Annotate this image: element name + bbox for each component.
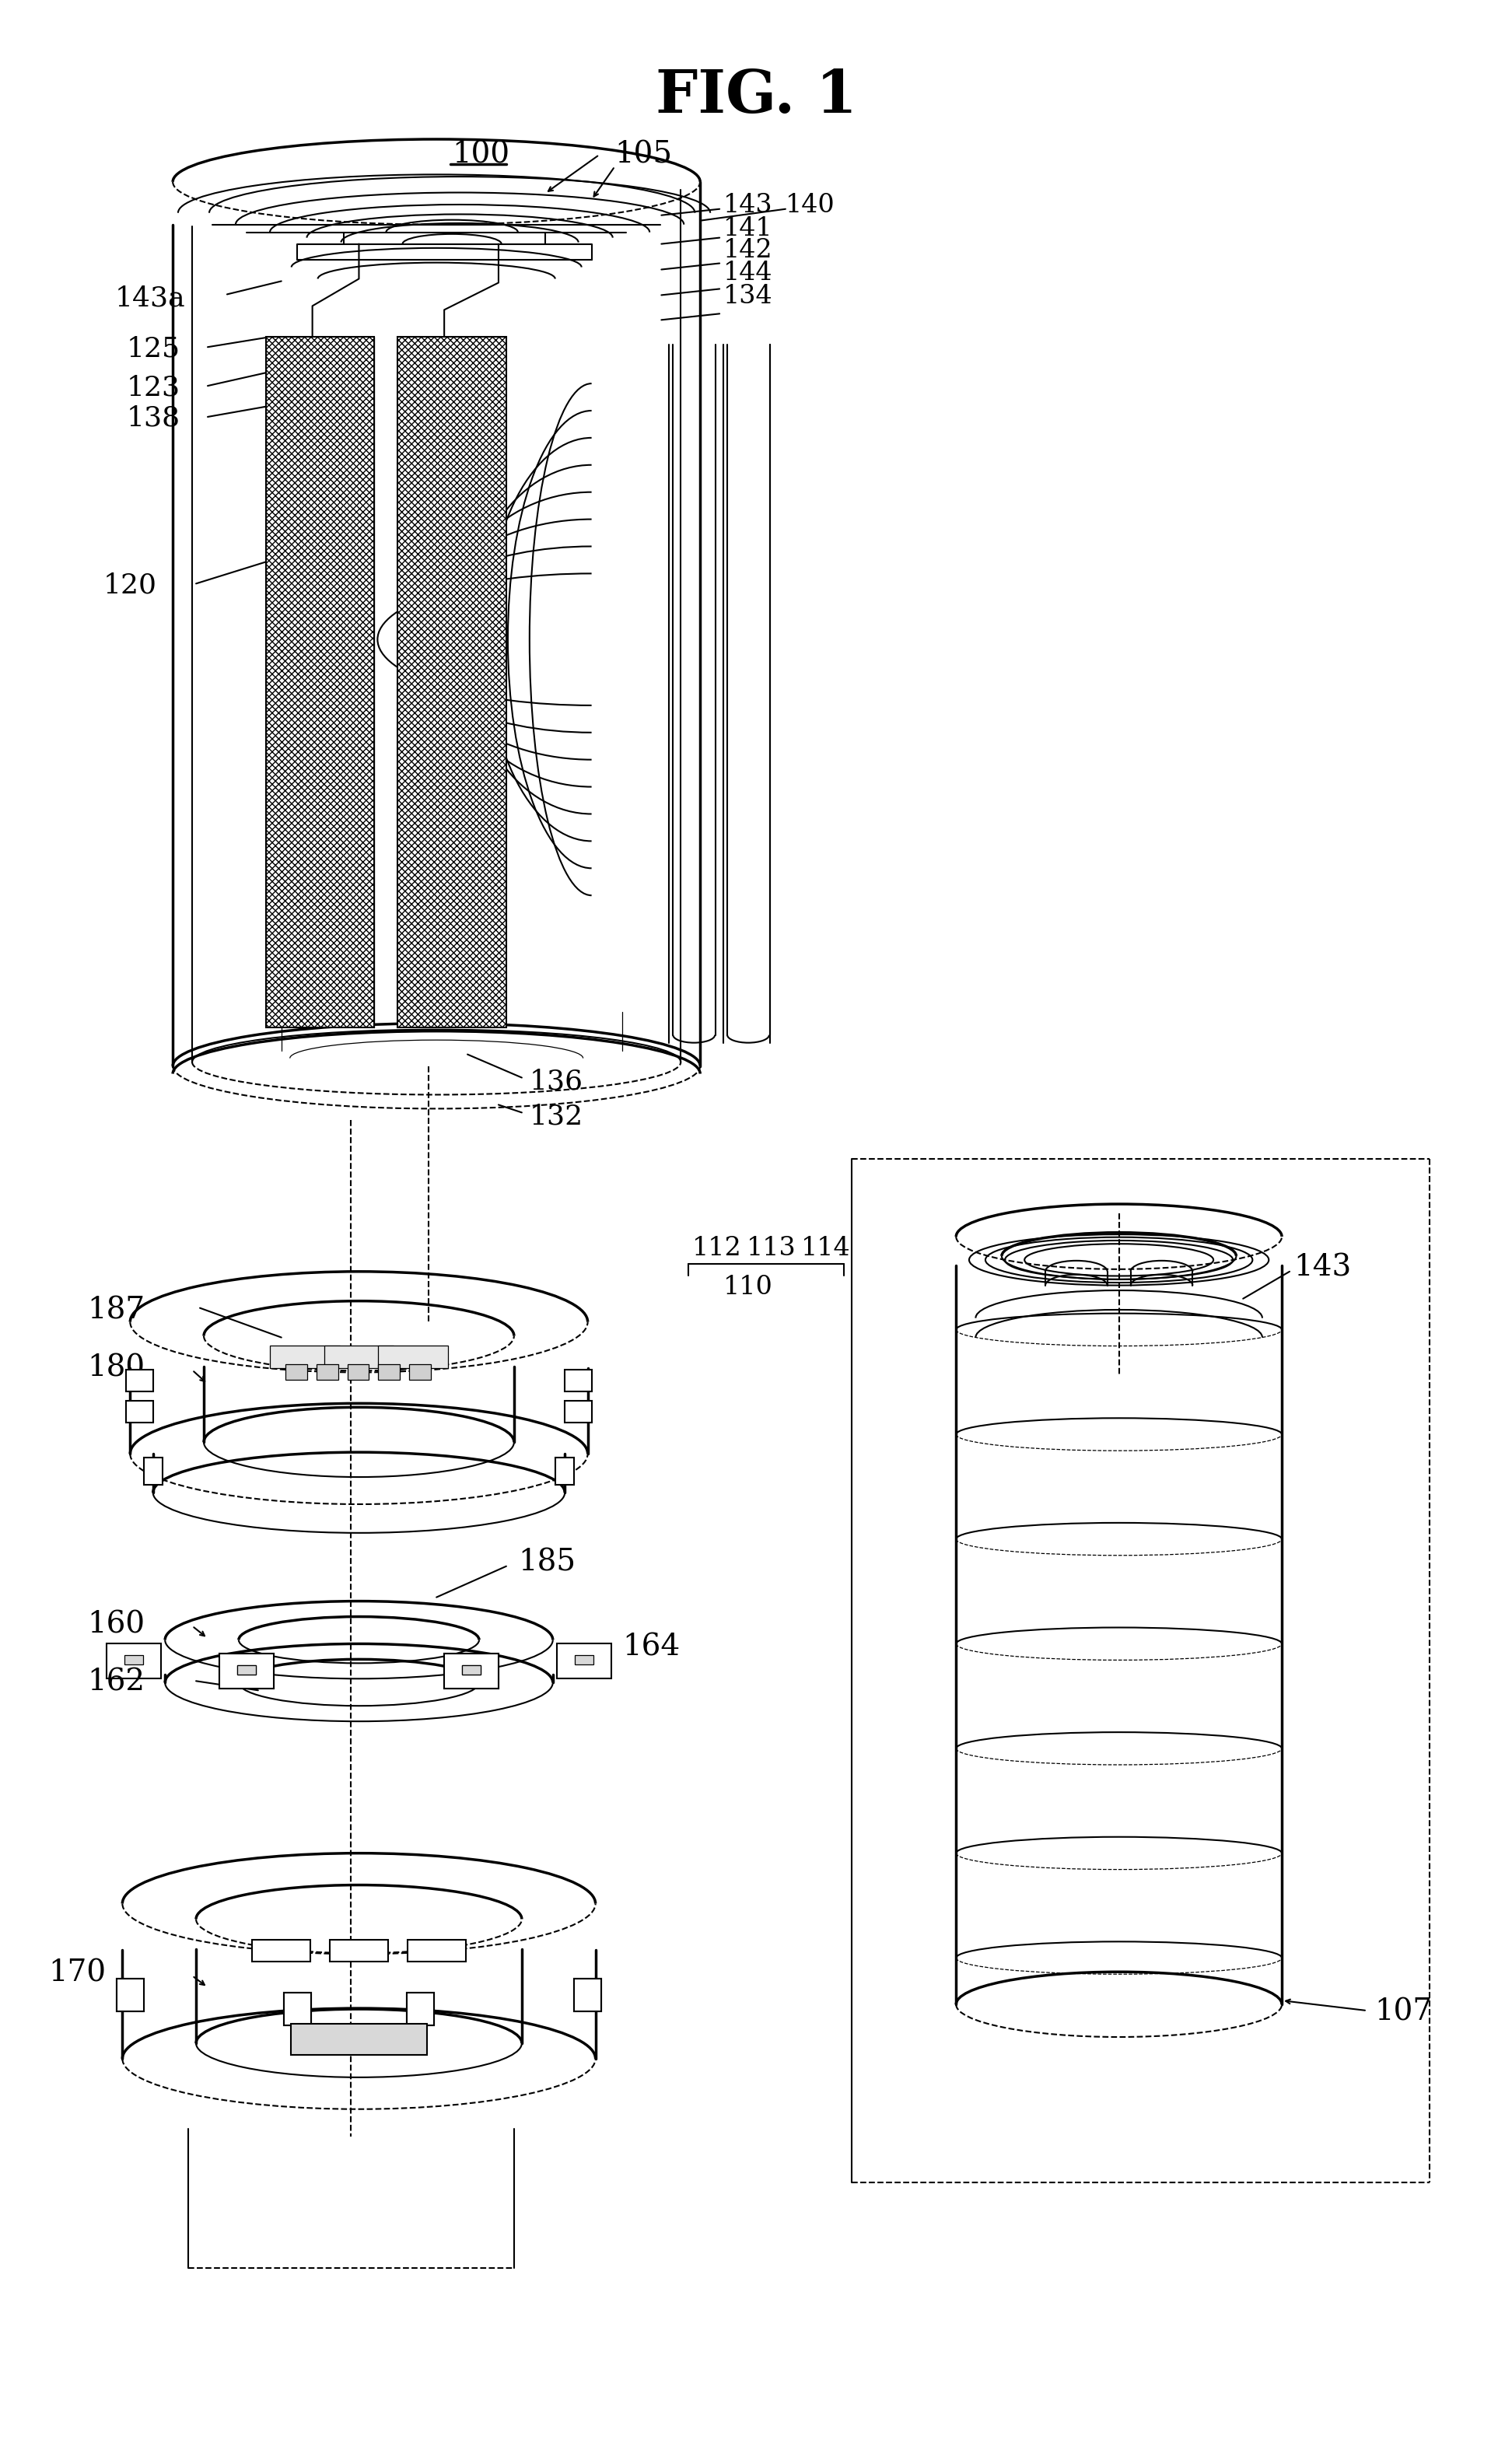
Bar bbox=[463, 1666, 481, 1676]
Bar bbox=[237, 1666, 256, 1676]
Bar bbox=[575, 1656, 593, 1664]
Text: 141: 141 bbox=[723, 215, 773, 242]
Bar bbox=[284, 1993, 311, 2025]
Text: 187: 187 bbox=[88, 1295, 145, 1324]
Bar bbox=[290, 2023, 426, 2055]
Text: 113: 113 bbox=[747, 1236, 797, 1261]
Bar bbox=[125, 1371, 153, 1393]
Text: 162: 162 bbox=[88, 1669, 145, 1698]
Bar bbox=[124, 1656, 144, 1664]
Text: 134: 134 bbox=[723, 283, 773, 310]
Text: 170: 170 bbox=[48, 1959, 106, 1989]
Bar bbox=[407, 1940, 466, 1962]
Bar bbox=[555, 1458, 575, 1485]
Bar bbox=[116, 1979, 144, 2011]
Bar bbox=[564, 1371, 591, 1393]
Text: 143: 143 bbox=[1293, 1253, 1352, 1283]
Bar bbox=[575, 1979, 600, 2011]
Bar bbox=[116, 1979, 144, 2011]
Bar bbox=[378, 1366, 401, 1380]
Text: 136: 136 bbox=[529, 1068, 584, 1094]
Bar bbox=[286, 1366, 307, 1380]
Bar bbox=[410, 1366, 431, 1380]
Text: 143a: 143a bbox=[115, 286, 184, 310]
Text: 107: 107 bbox=[1374, 1998, 1432, 2028]
Text: 143: 143 bbox=[723, 193, 773, 217]
Bar bbox=[407, 1993, 434, 2025]
Text: 140: 140 bbox=[785, 193, 835, 217]
Text: 185: 185 bbox=[519, 1549, 576, 1576]
Text: 132: 132 bbox=[529, 1104, 584, 1129]
Bar bbox=[219, 1654, 274, 1688]
Text: 164: 164 bbox=[623, 1634, 680, 1661]
Text: 180: 180 bbox=[88, 1353, 145, 1383]
Text: FIG. 1: FIG. 1 bbox=[655, 68, 857, 125]
Bar bbox=[125, 1400, 153, 1422]
Bar bbox=[348, 1366, 369, 1380]
Text: 125: 125 bbox=[125, 335, 180, 362]
Bar bbox=[463, 1666, 481, 1676]
Bar bbox=[144, 1458, 162, 1485]
Text: 114: 114 bbox=[801, 1236, 850, 1261]
Bar bbox=[378, 1346, 448, 1368]
Bar bbox=[284, 1993, 311, 2025]
Bar bbox=[219, 1654, 274, 1688]
Bar bbox=[445, 1654, 499, 1688]
Text: 138: 138 bbox=[125, 406, 180, 432]
Text: 123: 123 bbox=[125, 374, 180, 401]
Text: 100: 100 bbox=[452, 139, 510, 169]
Text: 142: 142 bbox=[723, 237, 773, 261]
Bar bbox=[253, 1940, 310, 1962]
Bar bbox=[316, 1366, 339, 1380]
Bar bbox=[266, 337, 375, 1026]
Text: 120: 120 bbox=[103, 572, 157, 599]
Bar bbox=[445, 1654, 499, 1688]
Text: 112: 112 bbox=[692, 1236, 742, 1261]
Bar bbox=[575, 1979, 600, 2011]
Bar bbox=[269, 1346, 340, 1368]
Bar bbox=[107, 1644, 162, 1678]
Bar bbox=[330, 1940, 389, 1962]
Text: 144: 144 bbox=[723, 261, 773, 286]
Bar bbox=[237, 1666, 256, 1676]
Text: 160: 160 bbox=[88, 1610, 145, 1639]
Bar bbox=[324, 1346, 393, 1368]
Text: 105: 105 bbox=[615, 139, 673, 169]
Text: 110: 110 bbox=[723, 1275, 773, 1300]
Bar bbox=[407, 1993, 434, 2025]
Bar bbox=[398, 337, 507, 1026]
Bar bbox=[556, 1644, 611, 1678]
Bar bbox=[564, 1400, 591, 1422]
